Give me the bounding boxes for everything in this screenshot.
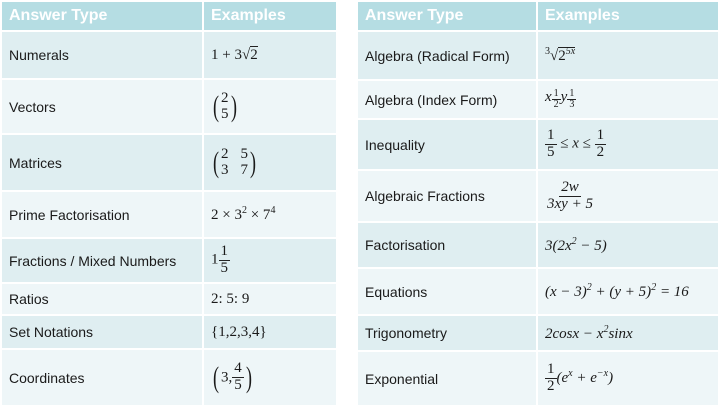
table-row: Exponential 1 2 (ex + e−x) bbox=[356, 350, 720, 407]
example: 1 + 3√2 bbox=[202, 30, 338, 80]
answer-type: Algebra (Radical Form) bbox=[356, 30, 538, 81]
example: (2 5) bbox=[202, 78, 338, 135]
table-row: Matrices (2 5 3 7) bbox=[0, 133, 338, 192]
table-row: Vectors (2 5) bbox=[0, 78, 338, 135]
table-row: Prime Factorisation 2 × 32 × 74 bbox=[0, 190, 338, 239]
example: {1,2,3,4} bbox=[202, 314, 338, 350]
example: 2: 5: 9 bbox=[202, 282, 338, 316]
table-row: Algebraic Fractions 2w 3xy + 5 bbox=[356, 169, 720, 223]
answer-type: Fractions / Mixed Numbers bbox=[0, 237, 204, 284]
header-answer-type: Answer Type bbox=[0, 0, 204, 32]
answer-type: Set Notations bbox=[0, 314, 204, 350]
example: 3(2x2 − 5) bbox=[536, 221, 720, 269]
table-row: Equations (x − 3)2 + (y + 5)2 = 16 bbox=[356, 267, 720, 316]
answer-type: Trigonometry bbox=[356, 314, 538, 352]
table-row: Ratios 2: 5: 9 bbox=[0, 282, 338, 316]
answer-type: Factorisation bbox=[356, 221, 538, 269]
example: 2 × 32 × 74 bbox=[202, 190, 338, 239]
answer-type: Exponential bbox=[356, 350, 538, 407]
answer-types-table-left: Answer Type Examples Numerals 1 + 3√2 Vec… bbox=[0, 0, 338, 407]
table-row: Set Notations {1,2,3,4} bbox=[0, 314, 338, 350]
table-row: Trigonometry 2cosx − x2sinx bbox=[356, 314, 720, 352]
header-answer-type: Answer Type bbox=[356, 0, 538, 32]
example: (3, 4 5) bbox=[202, 348, 338, 407]
example: 2w 3xy + 5 bbox=[536, 169, 720, 223]
answer-type: Algebraic Fractions bbox=[356, 169, 538, 223]
table-row: Numerals 1 + 3√2 bbox=[0, 30, 338, 80]
answer-types-table-right: Answer Type Examples Algebra (Radical For… bbox=[356, 0, 720, 407]
header-examples: Examples bbox=[536, 0, 720, 32]
table-row: Algebra (Radical Form) 3√25x bbox=[356, 30, 720, 81]
answer-type: Equations bbox=[356, 267, 538, 316]
answer-type: Matrices bbox=[0, 133, 204, 192]
example: 2cosx − x2sinx bbox=[536, 314, 720, 352]
header-examples: Examples bbox=[202, 0, 338, 32]
answer-type: Algebra (Index Form) bbox=[356, 79, 538, 120]
answer-type: Prime Factorisation bbox=[0, 190, 204, 239]
answer-type: Vectors bbox=[0, 78, 204, 135]
table-row: Factorisation 3(2x2 − 5) bbox=[356, 221, 720, 269]
answer-type: Numerals bbox=[0, 30, 204, 80]
answer-type: Inequality bbox=[356, 118, 538, 171]
example: (x − 3)2 + (y + 5)2 = 16 bbox=[536, 267, 720, 316]
table-row: Coordinates (3, 4 5) bbox=[0, 348, 338, 407]
answer-type: Coordinates bbox=[0, 348, 204, 407]
example: (2 5 3 7) bbox=[202, 133, 338, 192]
example: 1 2 (ex + e−x) bbox=[536, 350, 720, 407]
example: 3√25x bbox=[536, 30, 720, 81]
answer-type: Ratios bbox=[0, 282, 204, 316]
